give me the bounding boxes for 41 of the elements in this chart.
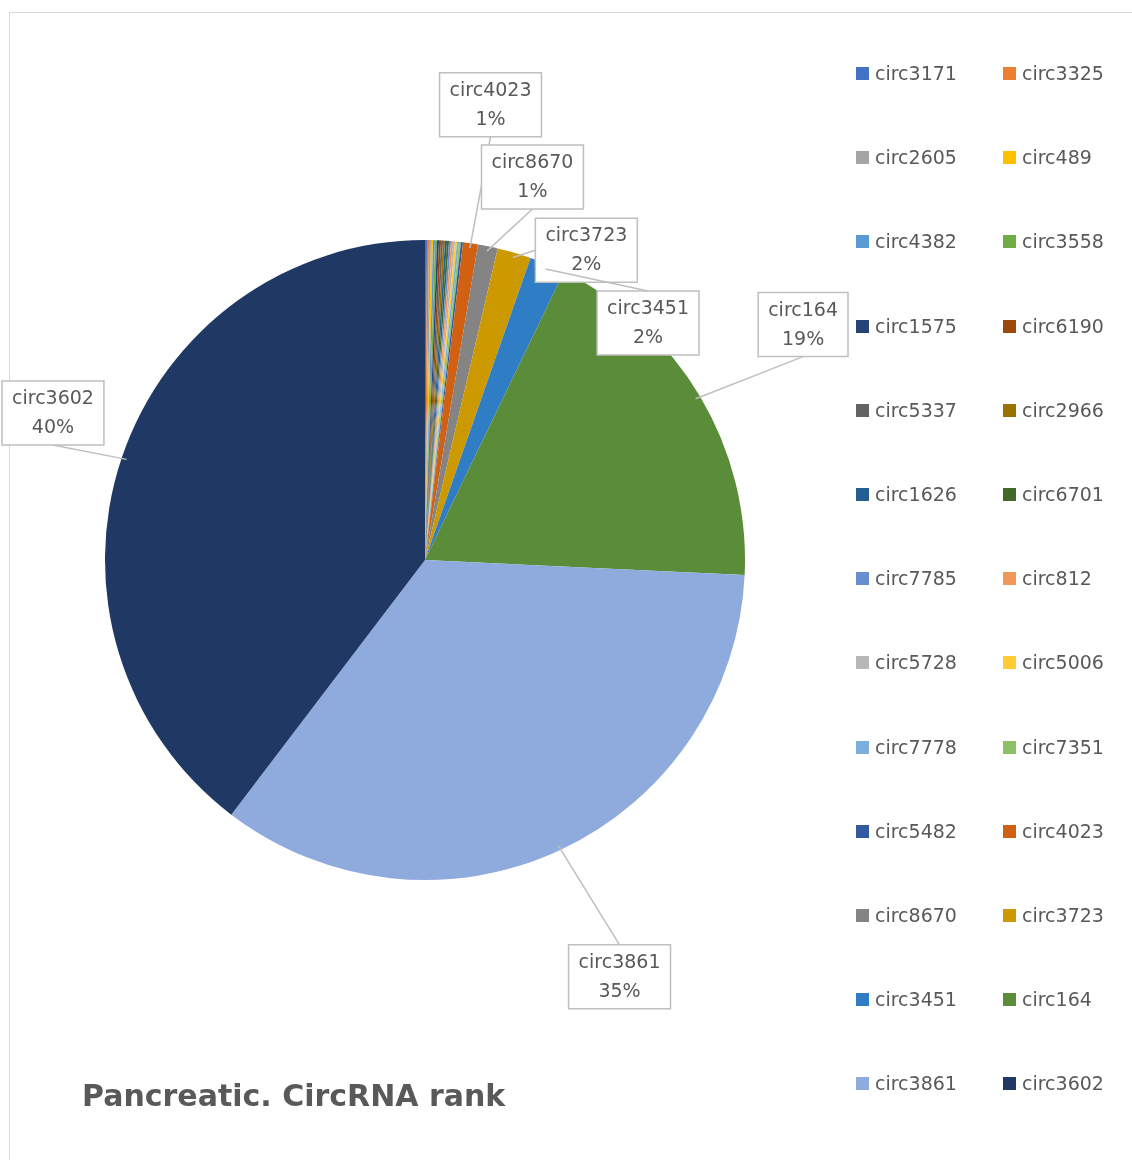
slice-label: circ3723 (545, 223, 628, 246)
legend-label: circ2605 (875, 146, 957, 169)
legend-label: circ2966 (1022, 398, 1104, 421)
text: Pancreatic. CircRNA rank (82, 1078, 506, 1113)
legend-label: circ812 (1022, 567, 1092, 590)
data-label: 1% (517, 178, 548, 201)
legend-label: circ489 (1022, 146, 1092, 169)
legend-label: circ3602 (1022, 1072, 1104, 1095)
legend-label: circ6701 (1022, 482, 1104, 505)
legend-label: circ6190 (1022, 314, 1104, 337)
legend-label: circ7785 (875, 567, 957, 590)
legend-label: circ1575 (875, 314, 957, 337)
legend-label: circ4023 (1022, 819, 1104, 842)
data-label: 2% (632, 324, 664, 347)
data-label: 35% (598, 978, 641, 1001)
slice-label: circ8670 (491, 149, 574, 172)
data-label: 19% (781, 326, 825, 349)
legend-label: circ4382 (875, 230, 957, 253)
legend-label: circ164 (1022, 988, 1092, 1011)
legend-label: circ3558 (1022, 230, 1104, 253)
legend-label: circ7351 (1022, 735, 1104, 758)
slice-label: circ164 (768, 297, 839, 320)
slice-label: circ4023 (449, 77, 532, 100)
data-label: 2% (571, 252, 602, 275)
legend-label: circ5337 (875, 398, 957, 421)
legend-label: circ5006 (1022, 651, 1104, 674)
data-label: 40% (31, 414, 75, 437)
legend-label: circ1626 (875, 482, 957, 505)
data-label: 1% (475, 106, 506, 129)
slice-label: circ3861 (578, 949, 661, 972)
legend-label: circ5728 (875, 651, 957, 674)
legend-label: circ3325 (1022, 62, 1104, 84)
legend-label: circ3171 (875, 62, 957, 84)
legend-label: circ3723 (1022, 903, 1104, 926)
legend-label: circ3861 (875, 1072, 957, 1095)
legend-label: circ5482 (875, 819, 957, 842)
legend-label: circ8670 (875, 903, 957, 926)
slice-label: circ3451 (607, 295, 689, 318)
slice-label: circ3602 (12, 385, 94, 408)
legend-label: circ3451 (875, 988, 957, 1011)
legend-label: circ7778 (875, 735, 957, 758)
